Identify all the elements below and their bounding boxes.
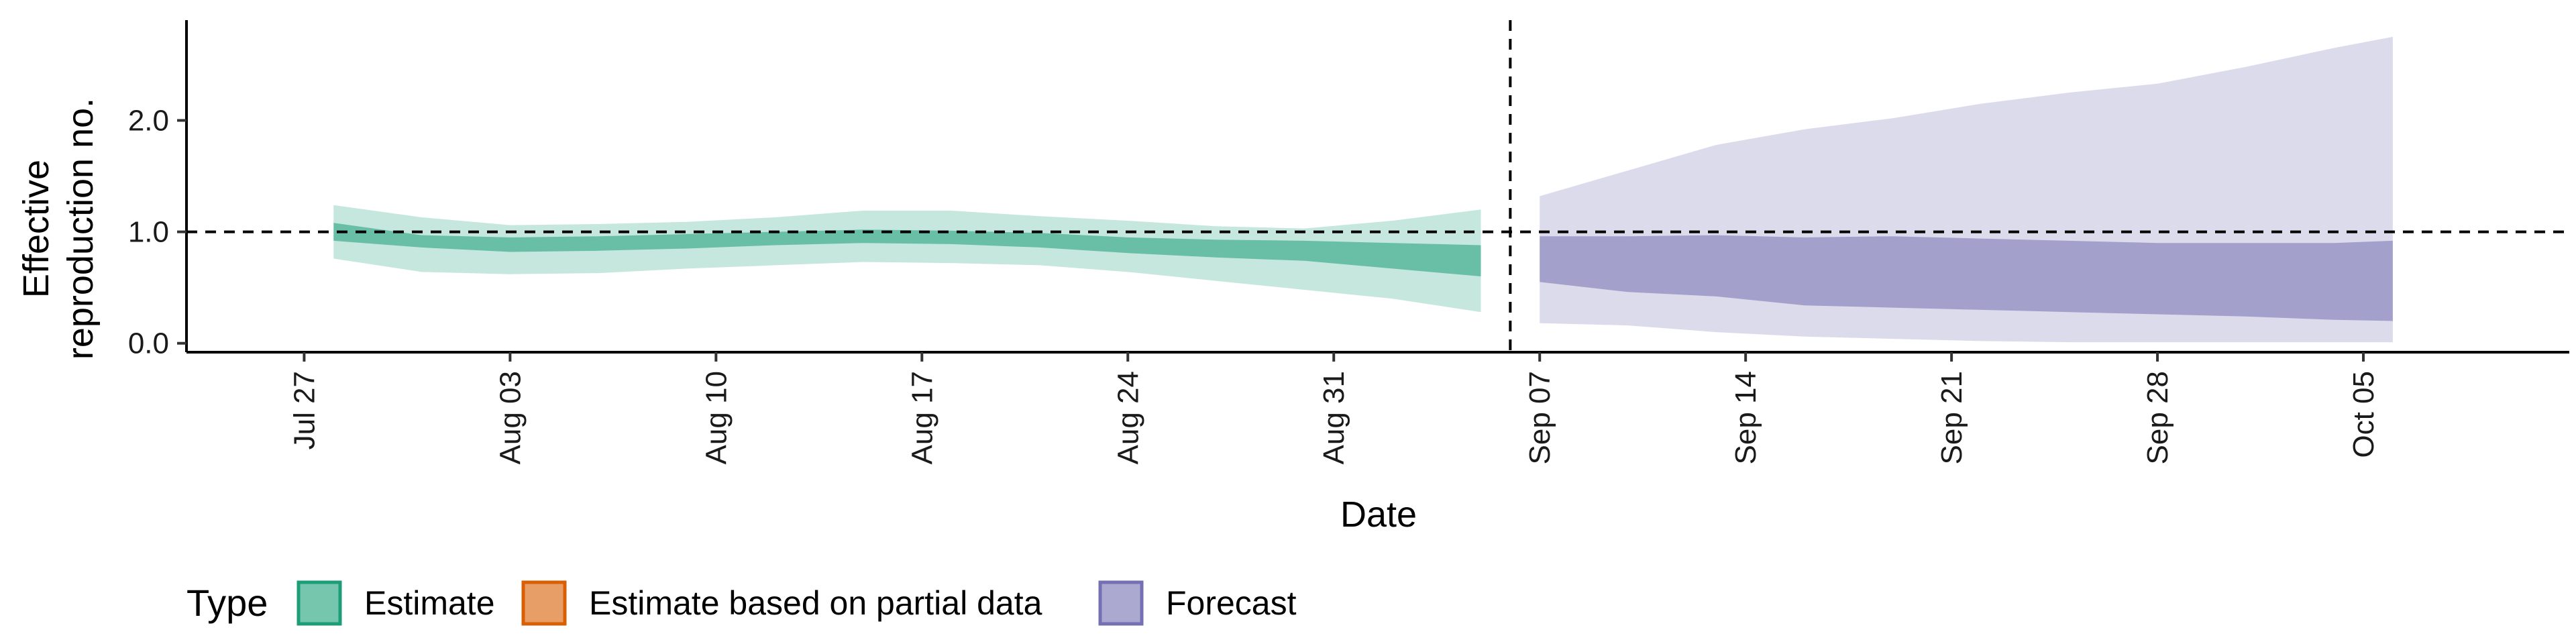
x-tick-label: Sep 07 (1523, 371, 1556, 464)
forecast-50-interval-band (1540, 235, 2393, 321)
y-axis-title-line-1: Effective (16, 160, 56, 298)
legend-swatch-forecast (1098, 580, 1144, 626)
x-tick-label: Aug 10 (700, 371, 733, 464)
x-axis-title: Date (1340, 494, 1417, 535)
x-tick-label: Aug 17 (906, 371, 938, 464)
y-tick-label: 1.0 (128, 216, 169, 249)
y-tick-label: 2.0 (128, 104, 169, 137)
reference-lines (186, 20, 2569, 352)
y-axis-title-line-2: reproduction no. (60, 98, 101, 360)
y-tick-label: 0.0 (128, 327, 169, 360)
legend-label-forecast: Forecast (1166, 584, 1297, 622)
x-tick-label: Jul 27 (288, 371, 321, 449)
x-tick-label: Aug 31 (1318, 371, 1350, 464)
legend-label-estimate: Estimate (364, 584, 495, 622)
x-tick-label: Aug 24 (1112, 371, 1144, 464)
legend: Type Estimate Estimate based on partial d… (186, 580, 1297, 626)
legend-title: Type (186, 582, 268, 624)
x-tick-label: Oct 05 (2347, 371, 2380, 458)
legend-swatch-estimate (297, 580, 342, 626)
y-axis-title: Effective reproduction no. (16, 98, 101, 360)
axes-layer: 0.0 1.0 2.0 Jul 27 Aug 03 Aug 10 Aug 17 Aug 24 A… (128, 20, 2569, 464)
x-tick-label: Aug 03 (494, 371, 527, 464)
estimate-50-interval-band (333, 223, 1481, 276)
x-tick-label: Sep 21 (1935, 371, 1968, 464)
ribbon-layer (333, 36, 2393, 343)
legend-swatch-estimate-based-on-partial-data (521, 580, 567, 626)
legend-label-estimate-based-on-partial-data: Estimate based on partial data (589, 584, 1042, 622)
x-tick-label: Sep 14 (1729, 371, 1762, 464)
x-tick-label: Sep 28 (2141, 371, 2174, 464)
